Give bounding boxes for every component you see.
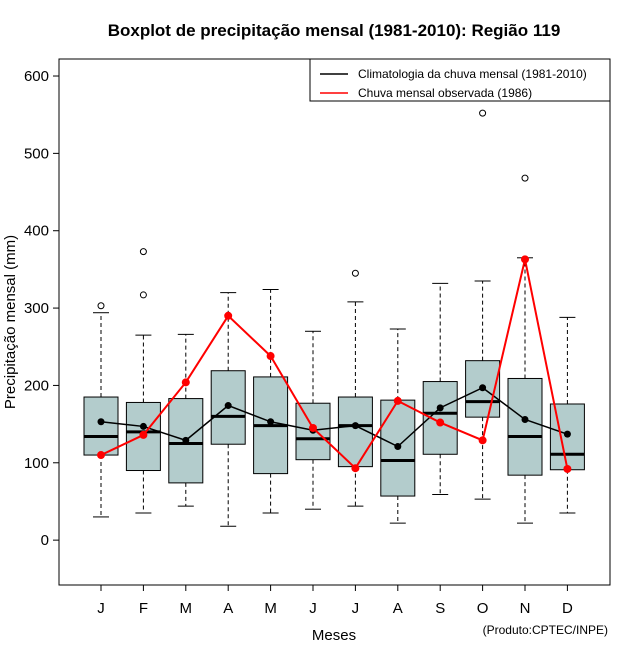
series-point <box>97 451 105 460</box>
y-axis-title: Precipitação mensal (mm) <box>2 235 19 409</box>
outlier-point <box>479 109 487 117</box>
series-point <box>267 418 275 426</box>
box-12 <box>549 316 585 514</box>
x-tick-label: A <box>223 600 233 617</box>
series-point <box>436 404 444 412</box>
x-tick-label: M <box>180 600 193 617</box>
y-tick-label: 300 <box>24 300 49 317</box>
box-7 <box>337 269 373 507</box>
series-point <box>394 443 402 451</box>
x-tick-label: F <box>139 600 148 617</box>
legend: Climatologia da chuva mensal (1981-2010)… <box>309 58 611 102</box>
series-lines <box>97 255 572 473</box>
box-3 <box>168 333 204 507</box>
box-body <box>507 377 543 476</box>
box-9 <box>422 282 458 495</box>
y-tick-label: 600 <box>24 68 49 85</box>
series-point <box>563 430 571 438</box>
y-tick-label: 100 <box>24 455 49 472</box>
outlier-point <box>139 248 147 256</box>
series-point <box>224 402 232 410</box>
plot-frame <box>58 58 611 586</box>
series-point <box>224 311 233 320</box>
legend-label: Climatologia da chuva mensal (1981-2010) <box>358 67 587 81</box>
series-point <box>351 422 359 430</box>
x-tick-label: J <box>352 600 360 617</box>
series-point <box>139 422 147 430</box>
series-point <box>97 418 105 426</box>
x-tick-label: S <box>435 600 445 617</box>
y-axis: 0 100 200 300 400 500 600 <box>24 68 59 549</box>
series-point <box>436 418 445 427</box>
series-point <box>181 378 190 387</box>
series-point <box>182 436 190 444</box>
x-tick-label: J <box>309 600 317 617</box>
legend-box <box>309 58 611 102</box>
outlier-point <box>521 174 529 182</box>
box-body <box>337 396 373 468</box>
legend-label: Chuva mensal observada (1986) <box>358 86 532 100</box>
series-point <box>478 436 487 445</box>
series-point <box>479 384 487 392</box>
series-point <box>393 396 402 405</box>
box-8 <box>380 328 416 524</box>
box-group <box>83 109 585 527</box>
x-tick-label: M <box>264 600 277 617</box>
x-tick-label: O <box>477 600 489 617</box>
series-point <box>309 423 317 432</box>
series-point <box>266 352 275 361</box>
y-tick-label: 500 <box>24 145 49 162</box>
box-body <box>83 396 119 456</box>
series-line <box>100 259 569 470</box>
box-2 <box>125 248 161 514</box>
series-point <box>139 430 148 439</box>
product-credit: (Produto:CPTEC/INPE) <box>483 623 608 637</box>
x-tick-label: A <box>393 600 403 617</box>
box-1 <box>83 302 119 518</box>
y-tick-label: 200 <box>24 377 49 394</box>
x-tick-label: J <box>97 600 105 617</box>
series-point <box>563 464 572 473</box>
outlier-point <box>351 269 359 277</box>
box-11 <box>507 174 543 524</box>
series-line <box>100 386 568 448</box>
series-point <box>351 464 360 473</box>
outlier-point <box>139 291 147 299</box>
chart-title: Boxplot de precipitação mensal (1981-201… <box>108 21 561 40</box>
y-tick-label: 400 <box>24 223 49 240</box>
box-5 <box>253 289 289 514</box>
y-tick-label: 0 <box>41 532 49 549</box>
series-point <box>521 415 529 423</box>
x-tick-label: N <box>520 600 531 617</box>
series-point <box>521 255 529 264</box>
x-tick-label: D <box>562 600 573 617</box>
box-6 <box>295 330 331 510</box>
observed-series <box>97 255 572 473</box>
outlier-point <box>97 302 105 310</box>
x-axis-title: Meses <box>312 627 356 644</box>
